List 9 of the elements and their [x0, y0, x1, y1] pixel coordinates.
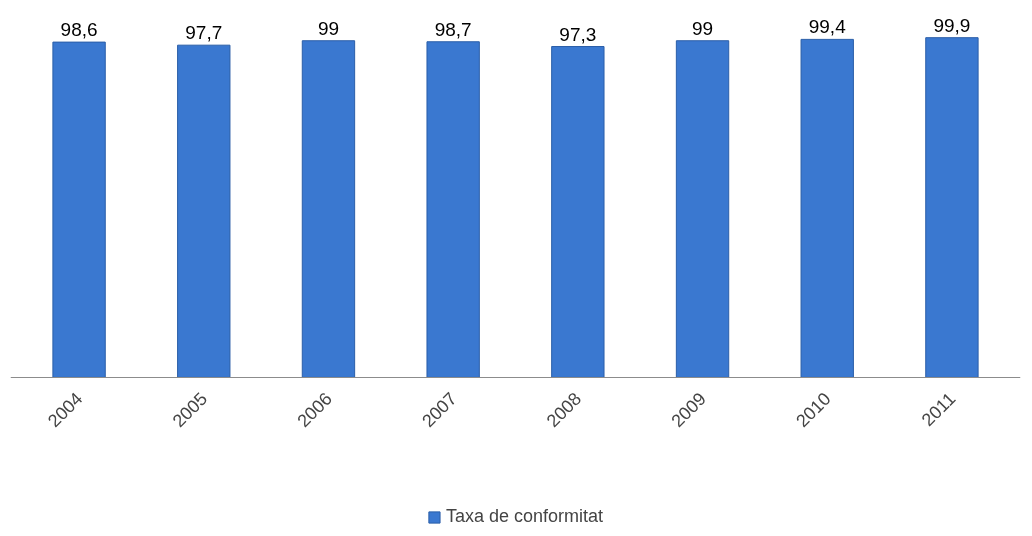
- data-label: 98,7: [434, 18, 472, 40]
- data-label: 97,3: [559, 23, 597, 45]
- data-label: 99: [691, 17, 714, 39]
- data-label: 99: [317, 17, 340, 39]
- data-label: 97,7: [185, 22, 223, 44]
- data-label: 99,4: [808, 16, 847, 38]
- data-label: 98,6: [60, 19, 98, 41]
- data-label: 99,9: [933, 14, 971, 36]
- legend-label: Taxa de conformitat: [445, 506, 604, 527]
